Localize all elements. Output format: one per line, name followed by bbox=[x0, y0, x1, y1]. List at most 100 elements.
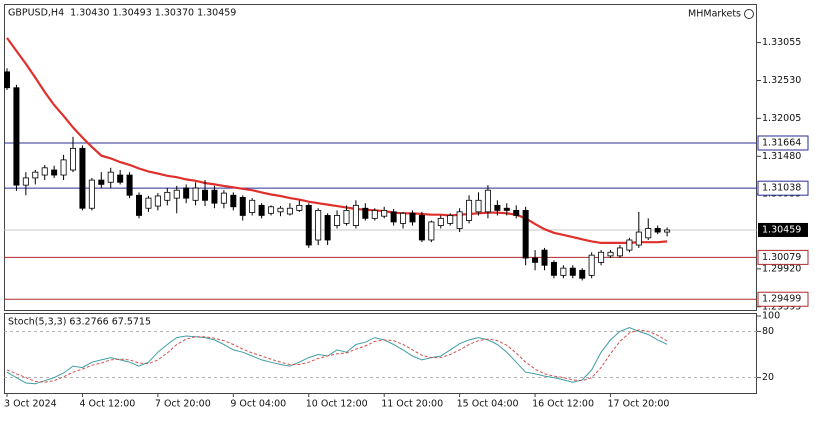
main-panel bbox=[4, 4, 757, 311]
oscillator-panel bbox=[4, 313, 757, 394]
main-plot: 1.330551.325301.320051.314801.309551.299… bbox=[4, 37, 809, 312]
candle-body bbox=[79, 147, 86, 209]
last-price-box bbox=[758, 222, 808, 237]
candle-body bbox=[220, 192, 227, 204]
x-tick-label: 10 Oct 12:00 bbox=[306, 399, 368, 410]
y-tick-label: 1.29920 bbox=[762, 263, 801, 274]
y-tick-label: 80 bbox=[762, 326, 774, 337]
x-tick-label: 7 Oct 20:00 bbox=[155, 399, 211, 410]
level-label: 1.31664 bbox=[762, 137, 801, 148]
y-tick-label: 100 bbox=[762, 311, 780, 322]
candle-body bbox=[126, 174, 133, 196]
candle-body bbox=[635, 231, 642, 246]
candle-body bbox=[51, 169, 58, 176]
candle-body bbox=[475, 199, 482, 213]
candle-body bbox=[522, 210, 529, 259]
x-tick-label: 15 Oct 04:00 bbox=[457, 399, 519, 410]
candle-body bbox=[41, 167, 48, 176]
oscillator-title: Stoch(5,3,3) 63.2766 67.5715 bbox=[8, 317, 151, 328]
candle-body bbox=[296, 204, 303, 211]
candle-body bbox=[239, 197, 246, 216]
candle-body bbox=[145, 197, 152, 209]
x-tick-label: 9 Oct 04:00 bbox=[230, 399, 286, 410]
candle-body bbox=[371, 210, 378, 219]
candle-body bbox=[484, 189, 491, 213]
candle-body bbox=[258, 204, 265, 216]
candle-body bbox=[32, 171, 39, 179]
candle-body bbox=[98, 179, 105, 185]
candle-body bbox=[183, 187, 190, 199]
candle-body bbox=[343, 210, 350, 224]
candle-body bbox=[362, 207, 369, 219]
x-tick-label: 17 Oct 20:00 bbox=[608, 399, 670, 410]
candle-body bbox=[513, 210, 520, 216]
candle-body bbox=[70, 147, 77, 171]
candle-body bbox=[616, 247, 623, 257]
candle-body bbox=[315, 210, 322, 241]
candle-body bbox=[305, 204, 312, 246]
candle-body bbox=[107, 171, 114, 183]
oscillator-line bbox=[6, 329, 668, 383]
candle-body bbox=[579, 269, 586, 279]
y-tick-label: 1.29395 bbox=[762, 301, 801, 312]
y-tick-label: 1.33055 bbox=[762, 37, 801, 48]
level-label: 1.31038 bbox=[762, 183, 801, 194]
candle-body bbox=[588, 254, 595, 276]
candle-body bbox=[664, 229, 671, 233]
candle-body bbox=[230, 194, 237, 208]
moving-average bbox=[6, 37, 668, 244]
candle-body bbox=[117, 174, 124, 183]
candle-body bbox=[277, 207, 284, 213]
oscillator-plot: 100 80 20 bbox=[4, 311, 780, 385]
y-tick-label: 1.31480 bbox=[762, 151, 801, 162]
candle-body bbox=[456, 211, 463, 229]
candle-body bbox=[409, 212, 416, 223]
candle-body bbox=[268, 206, 275, 214]
candle-body bbox=[88, 179, 95, 209]
level-label-box bbox=[757, 180, 809, 196]
candle-body bbox=[560, 267, 567, 276]
candle-body bbox=[324, 215, 331, 241]
x-tick-label: 3 Oct 2024 bbox=[4, 399, 57, 410]
candle-body bbox=[334, 215, 341, 226]
x-tick-label: 11 Oct 20:00 bbox=[381, 399, 443, 410]
y-tick-label: 1.32530 bbox=[762, 75, 801, 86]
candle-body bbox=[598, 251, 605, 263]
brand: MHMarkets bbox=[688, 9, 741, 20]
candle-body bbox=[136, 194, 143, 216]
candle-body bbox=[503, 207, 510, 211]
level-label-box bbox=[757, 291, 809, 307]
candle-body bbox=[390, 211, 397, 223]
candle-body bbox=[400, 212, 407, 224]
level-label: 1.30079 bbox=[762, 252, 801, 263]
level-label-box bbox=[757, 249, 809, 265]
candle-body bbox=[22, 177, 29, 186]
candle-body bbox=[494, 204, 501, 211]
candle-body bbox=[466, 199, 473, 221]
candle-body bbox=[428, 221, 435, 241]
candle-body bbox=[286, 207, 293, 215]
candle-body bbox=[249, 199, 256, 213]
candle-body bbox=[541, 249, 548, 266]
candle-body bbox=[437, 217, 444, 226]
y-tick-label: 20 bbox=[762, 372, 774, 383]
candle-body bbox=[418, 215, 425, 241]
x-tick-label: 4 Oct 12:00 bbox=[79, 399, 135, 410]
last-price-label: 1.30459 bbox=[762, 224, 801, 235]
candle-body bbox=[13, 87, 20, 186]
candle-body bbox=[173, 189, 180, 199]
candle-body bbox=[192, 187, 199, 201]
candle-body bbox=[532, 257, 539, 263]
candle-body bbox=[211, 189, 218, 204]
candle-body bbox=[654, 228, 661, 233]
level-label: 1.29499 bbox=[762, 294, 801, 305]
candle-body bbox=[569, 267, 576, 276]
candle-body bbox=[607, 251, 614, 257]
level-label-box bbox=[757, 135, 809, 151]
candle-body bbox=[60, 159, 67, 176]
candle-body bbox=[645, 228, 652, 239]
candle-body bbox=[550, 261, 557, 276]
candle-body bbox=[4, 71, 10, 89]
